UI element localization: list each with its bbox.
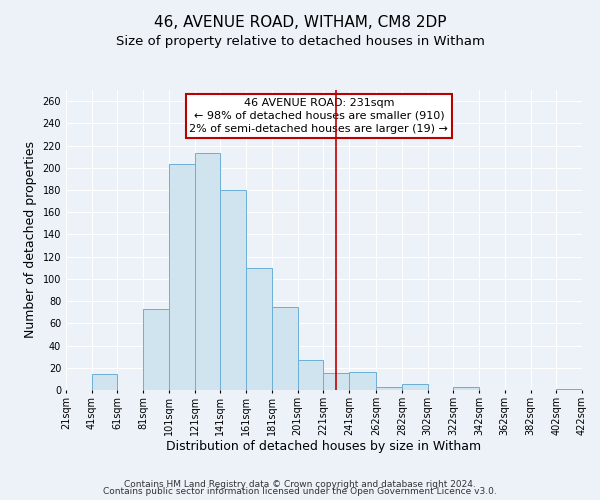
- Y-axis label: Number of detached properties: Number of detached properties: [24, 142, 37, 338]
- Text: Contains public sector information licensed under the Open Government Licence v3: Contains public sector information licen…: [103, 488, 497, 496]
- Bar: [323, 374, 349, 390]
- Bar: [246, 268, 272, 390]
- X-axis label: Distribution of detached houses by size in Witham: Distribution of detached houses by size …: [166, 440, 482, 454]
- Text: 46 AVENUE ROAD: 231sqm
← 98% of detached houses are smaller (910)
2% of semi-det: 46 AVENUE ROAD: 231sqm ← 98% of detached…: [190, 98, 448, 134]
- Text: Size of property relative to detached houses in Witham: Size of property relative to detached ho…: [116, 35, 484, 48]
- Bar: [272, 306, 298, 390]
- Bar: [402, 384, 428, 390]
- Bar: [220, 190, 246, 390]
- Bar: [376, 386, 402, 390]
- Text: 46, AVENUE ROAD, WITHAM, CM8 2DP: 46, AVENUE ROAD, WITHAM, CM8 2DP: [154, 15, 446, 30]
- Bar: [169, 164, 194, 390]
- Bar: [454, 386, 479, 390]
- Bar: [92, 374, 118, 390]
- Bar: [143, 309, 169, 390]
- Bar: [298, 360, 323, 390]
- Bar: [194, 154, 220, 390]
- Bar: [349, 372, 376, 390]
- Bar: [556, 389, 582, 390]
- Text: Contains HM Land Registry data © Crown copyright and database right 2024.: Contains HM Land Registry data © Crown c…: [124, 480, 476, 489]
